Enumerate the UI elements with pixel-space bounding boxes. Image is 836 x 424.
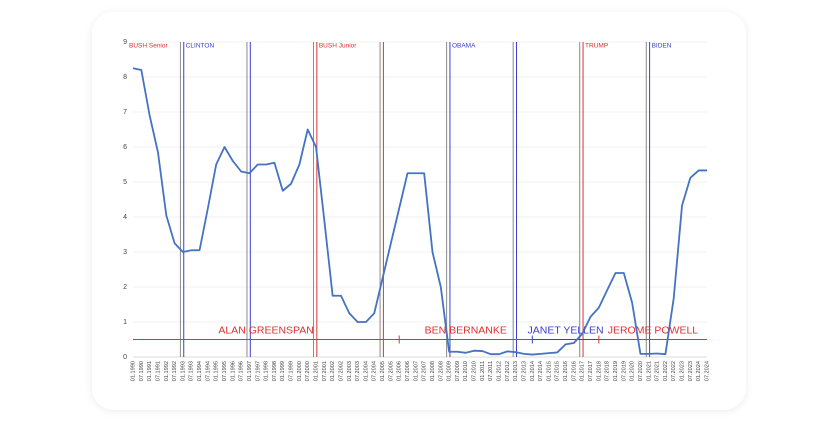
chair-label: JANET YELLEN	[528, 324, 604, 336]
president-label: BUSH Junior	[319, 43, 357, 50]
y-tick-label: 7	[123, 109, 127, 116]
x-tick-label: 07.1999	[289, 361, 295, 381]
president-label: CLINTON	[186, 43, 215, 50]
x-tick-label: 07.1998	[272, 361, 278, 381]
x-tick-label: 01.2018	[596, 361, 602, 381]
x-tick-label: 07.2004	[372, 361, 378, 381]
x-tick-label: 01.2014	[530, 361, 536, 381]
x-tick-label: 07.1991	[155, 361, 161, 381]
x-tick-label: 07.2000	[305, 361, 311, 381]
x-tick-label: 01.1992	[164, 361, 170, 381]
x-tick-label: 07.2012	[505, 361, 511, 381]
x-tick-label: 07.2023	[688, 361, 694, 381]
x-tick-label: 07.2003	[355, 361, 361, 381]
x-tick-label: 01.1998	[264, 361, 270, 381]
president-label: OBAMA	[452, 43, 476, 50]
president-label: TRUMP	[585, 43, 608, 50]
x-tick-label: 07.2017	[588, 361, 594, 381]
x-tick-label: 01.2001	[313, 361, 319, 381]
x-tick-label: 01.2003	[347, 361, 353, 381]
x-tick-label: 07.1995	[222, 361, 228, 381]
x-tick-label: 07.1992	[172, 361, 178, 381]
x-tick-label: 01.1996	[230, 361, 236, 381]
x-tick-label: 01.2011	[480, 361, 486, 381]
chair-label: BEN BERNANKE	[425, 324, 507, 336]
chair-label: JEROME POWELL	[608, 324, 699, 336]
y-tick-label: 5	[123, 179, 127, 186]
x-tick-label: 07.1996	[239, 361, 245, 381]
x-tick-label: 01.2010	[463, 361, 469, 381]
y-tick-label: 8	[123, 74, 127, 81]
x-tick-label: 07.2001	[322, 361, 328, 381]
x-tick-label: 07.2024	[704, 361, 710, 381]
x-tick-label: 01.1995	[214, 361, 220, 381]
x-tick-label: 07.2015	[555, 361, 561, 381]
x-tick-label: 07.2010	[472, 361, 478, 381]
x-tick-label: 01.2009	[447, 361, 453, 381]
president-label: BIDEN	[652, 43, 672, 50]
x-tick-label: 01.2006	[397, 361, 403, 381]
x-tick-label: 01.1990	[130, 361, 136, 381]
y-tick-label: 6	[123, 144, 127, 151]
y-tick-label: 3	[123, 249, 127, 256]
x-tick-label: 07.2005	[388, 361, 394, 381]
x-tick-label: 01.2000	[297, 361, 303, 381]
x-tick-label: 01.2024	[696, 361, 702, 381]
card	[92, 12, 746, 410]
x-tick-label: 01.2004	[363, 361, 369, 381]
x-tick-label: 01.2015	[546, 361, 552, 381]
x-tick-label: 01.2022	[663, 361, 669, 381]
x-tick-label: 07.2021	[655, 361, 661, 381]
x-tick-label: 07.1997	[255, 361, 261, 381]
x-tick-label: 07.2006	[405, 361, 411, 381]
x-tick-label: 01.2017	[580, 361, 586, 381]
x-tick-label: 01.2007	[413, 361, 419, 381]
x-tick-label: 01.2019	[613, 361, 619, 381]
x-tick-label: 07.2020	[638, 361, 644, 381]
chair-label: ALAN GREENSPAN	[218, 324, 314, 336]
y-tick-label: 9	[123, 39, 127, 46]
y-tick-label: 0	[123, 354, 127, 361]
x-tick-label: 01.1991	[147, 361, 153, 381]
x-tick-label: 07.2019	[621, 361, 627, 381]
x-tick-label: 07.2016	[571, 361, 577, 381]
president-label: BUSH Senior	[129, 43, 168, 50]
x-tick-label: 01.2021	[646, 361, 652, 381]
x-tick-label: 07.2018	[605, 361, 611, 381]
x-tick-label: 07.2011	[488, 361, 494, 381]
x-tick-label: 07.1994	[205, 361, 211, 381]
y-tick-label: 1	[123, 319, 127, 326]
x-tick-label: 01.2016	[563, 361, 569, 381]
x-tick-label: 07.2007	[422, 361, 428, 381]
x-tick-label: 01.2020	[630, 361, 636, 381]
x-tick-label: 07.2014	[538, 361, 544, 381]
rate-line	[132, 67, 707, 356]
x-tick-label: 07.2008	[438, 361, 444, 381]
x-tick-label: 07.2013	[521, 361, 527, 381]
x-tick-label: 07.2009	[455, 361, 461, 381]
x-tick-label: 01.2008	[430, 361, 436, 381]
y-tick-label: 4	[123, 214, 127, 221]
x-tick-label: 01.1993	[180, 361, 186, 381]
x-tick-label: 01.1999	[280, 361, 286, 381]
x-tick-label: 07.2022	[671, 361, 677, 381]
x-tick-label: 01.2002	[330, 361, 336, 381]
x-tick-label: 07.2002	[338, 361, 344, 381]
x-tick-label: 07.1990	[139, 361, 145, 381]
x-tick-label: 07.1993	[189, 361, 195, 381]
x-tick-label: 01.1994	[197, 361, 203, 381]
x-tick-label: 01.2005	[380, 361, 386, 381]
y-tick-label: 2	[123, 284, 127, 291]
x-tick-label: 01.2013	[513, 361, 519, 381]
x-tick-label: 01.2012	[497, 361, 503, 381]
x-tick-label: 01.1997	[247, 361, 253, 381]
x-tick-label: 01.2023	[680, 361, 686, 381]
